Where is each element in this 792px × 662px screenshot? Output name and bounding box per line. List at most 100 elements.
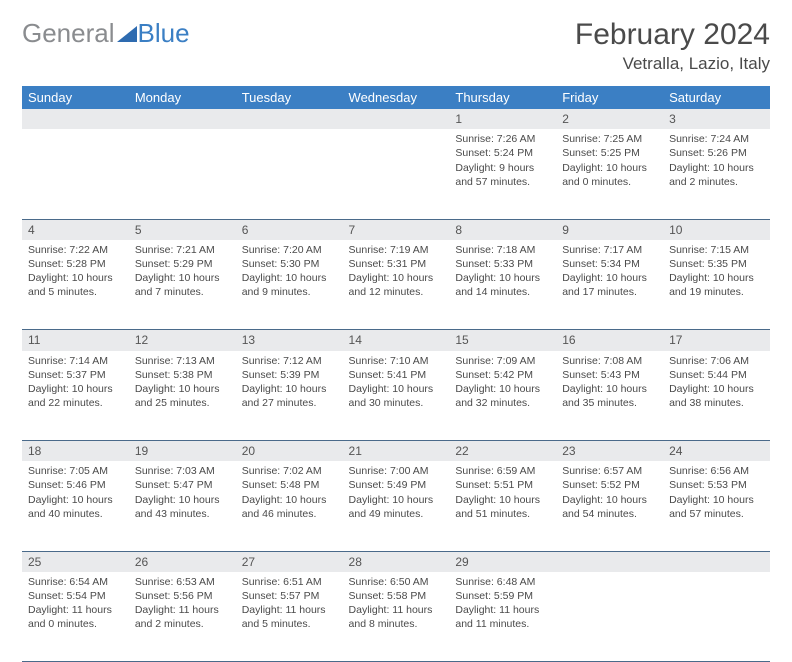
daylight-text: Daylight: 10 hours and 22 minutes.	[28, 382, 123, 410]
daylight-text: Daylight: 10 hours and 38 minutes.	[669, 382, 764, 410]
sunset-text: Sunset: 5:41 PM	[349, 368, 444, 382]
sunset-text: Sunset: 5:54 PM	[28, 589, 123, 603]
sunset-text: Sunset: 5:25 PM	[562, 146, 657, 160]
day-content-cell: Sunrise: 7:03 AMSunset: 5:47 PMDaylight:…	[129, 461, 236, 551]
daylight-text: Daylight: 10 hours and 46 minutes.	[242, 493, 337, 521]
daylight-text: Daylight: 10 hours and 35 minutes.	[562, 382, 657, 410]
day-content-cell: Sunrise: 7:00 AMSunset: 5:49 PMDaylight:…	[343, 461, 450, 551]
day-content-cell: Sunrise: 6:59 AMSunset: 5:51 PMDaylight:…	[449, 461, 556, 551]
sunrise-text: Sunrise: 7:17 AM	[562, 243, 657, 257]
weekday-header: Saturday	[663, 86, 770, 109]
day-content-cell	[343, 129, 450, 219]
day-number-cell	[22, 109, 129, 129]
sunrise-text: Sunrise: 7:08 AM	[562, 354, 657, 368]
sunset-text: Sunset: 5:29 PM	[135, 257, 230, 271]
sunset-text: Sunset: 5:24 PM	[455, 146, 550, 160]
sunrise-text: Sunrise: 7:20 AM	[242, 243, 337, 257]
day-content-cell: Sunrise: 6:48 AMSunset: 5:59 PMDaylight:…	[449, 572, 556, 662]
day-content-cell: Sunrise: 7:06 AMSunset: 5:44 PMDaylight:…	[663, 351, 770, 441]
sunset-text: Sunset: 5:57 PM	[242, 589, 337, 603]
sunset-text: Sunset: 5:58 PM	[349, 589, 444, 603]
sunrise-text: Sunrise: 6:59 AM	[455, 464, 550, 478]
day-number-cell: 13	[236, 330, 343, 351]
daylight-text: Daylight: 10 hours and 0 minutes.	[562, 161, 657, 189]
day-number-cell	[129, 109, 236, 129]
day-content-cell: Sunrise: 7:17 AMSunset: 5:34 PMDaylight:…	[556, 240, 663, 330]
sunrise-text: Sunrise: 7:06 AM	[669, 354, 764, 368]
sunrise-text: Sunrise: 7:24 AM	[669, 132, 764, 146]
day-number-row: 45678910	[22, 219, 770, 240]
daylight-text: Daylight: 10 hours and 43 minutes.	[135, 493, 230, 521]
day-content-cell	[22, 129, 129, 219]
day-number-cell: 24	[663, 441, 770, 462]
day-number-cell: 17	[663, 330, 770, 351]
day-content-cell: Sunrise: 7:22 AMSunset: 5:28 PMDaylight:…	[22, 240, 129, 330]
day-number-cell: 26	[129, 551, 236, 572]
daylight-text: Daylight: 10 hours and 14 minutes.	[455, 271, 550, 299]
day-number-cell: 28	[343, 551, 450, 572]
sunset-text: Sunset: 5:34 PM	[562, 257, 657, 271]
logo: General Blue	[22, 18, 190, 49]
daylight-text: Daylight: 10 hours and 40 minutes.	[28, 493, 123, 521]
day-number-row: 11121314151617	[22, 330, 770, 351]
day-number-cell: 2	[556, 109, 663, 129]
daylight-text: Daylight: 11 hours and 8 minutes.	[349, 603, 444, 631]
sunset-text: Sunset: 5:26 PM	[669, 146, 764, 160]
location: Vetralla, Lazio, Italy	[575, 54, 770, 74]
sunrise-text: Sunrise: 7:09 AM	[455, 354, 550, 368]
day-number-cell	[343, 109, 450, 129]
day-content-row: Sunrise: 7:22 AMSunset: 5:28 PMDaylight:…	[22, 240, 770, 330]
day-content-cell: Sunrise: 7:20 AMSunset: 5:30 PMDaylight:…	[236, 240, 343, 330]
sunrise-text: Sunrise: 7:05 AM	[28, 464, 123, 478]
daylight-text: Daylight: 10 hours and 27 minutes.	[242, 382, 337, 410]
sunrise-text: Sunrise: 7:19 AM	[349, 243, 444, 257]
day-content-cell	[129, 129, 236, 219]
sunrise-text: Sunrise: 7:18 AM	[455, 243, 550, 257]
sunrise-text: Sunrise: 7:13 AM	[135, 354, 230, 368]
weekday-header: Monday	[129, 86, 236, 109]
sunrise-text: Sunrise: 7:25 AM	[562, 132, 657, 146]
day-content-cell: Sunrise: 6:54 AMSunset: 5:54 PMDaylight:…	[22, 572, 129, 662]
day-content-cell: Sunrise: 7:18 AMSunset: 5:33 PMDaylight:…	[449, 240, 556, 330]
sunrise-text: Sunrise: 6:53 AM	[135, 575, 230, 589]
weekday-header-row: Sunday Monday Tuesday Wednesday Thursday…	[22, 86, 770, 109]
day-number-cell: 1	[449, 109, 556, 129]
sunrise-text: Sunrise: 7:21 AM	[135, 243, 230, 257]
day-content-cell	[663, 572, 770, 662]
daylight-text: Daylight: 10 hours and 7 minutes.	[135, 271, 230, 299]
sunset-text: Sunset: 5:33 PM	[455, 257, 550, 271]
day-content-cell: Sunrise: 6:50 AMSunset: 5:58 PMDaylight:…	[343, 572, 450, 662]
sunset-text: Sunset: 5:56 PM	[135, 589, 230, 603]
day-content-row: Sunrise: 6:54 AMSunset: 5:54 PMDaylight:…	[22, 572, 770, 662]
daylight-text: Daylight: 10 hours and 25 minutes.	[135, 382, 230, 410]
day-number-cell: 15	[449, 330, 556, 351]
header: General Blue February 2024 Vetralla, Laz…	[22, 18, 770, 74]
logo-text-general: General	[22, 18, 115, 49]
day-content-cell: Sunrise: 6:57 AMSunset: 5:52 PMDaylight:…	[556, 461, 663, 551]
daylight-text: Daylight: 11 hours and 0 minutes.	[28, 603, 123, 631]
sunrise-text: Sunrise: 7:02 AM	[242, 464, 337, 478]
sunrise-text: Sunrise: 7:03 AM	[135, 464, 230, 478]
month-title: February 2024	[575, 18, 770, 52]
sunset-text: Sunset: 5:51 PM	[455, 478, 550, 492]
day-content-cell: Sunrise: 7:26 AMSunset: 5:24 PMDaylight:…	[449, 129, 556, 219]
day-number-cell: 10	[663, 219, 770, 240]
day-number-cell: 27	[236, 551, 343, 572]
day-number-cell: 29	[449, 551, 556, 572]
sunrise-text: Sunrise: 6:57 AM	[562, 464, 657, 478]
calendar-table: Sunday Monday Tuesday Wednesday Thursday…	[22, 86, 770, 662]
day-content-cell	[556, 572, 663, 662]
day-content-cell: Sunrise: 7:21 AMSunset: 5:29 PMDaylight:…	[129, 240, 236, 330]
day-number-cell	[556, 551, 663, 572]
weekday-header: Wednesday	[343, 86, 450, 109]
day-number-cell: 4	[22, 219, 129, 240]
day-content-cell: Sunrise: 7:12 AMSunset: 5:39 PMDaylight:…	[236, 351, 343, 441]
day-number-cell: 9	[556, 219, 663, 240]
day-number-row: 18192021222324	[22, 441, 770, 462]
day-number-cell: 22	[449, 441, 556, 462]
sunrise-text: Sunrise: 7:26 AM	[455, 132, 550, 146]
day-number-cell: 7	[343, 219, 450, 240]
sunrise-text: Sunrise: 6:50 AM	[349, 575, 444, 589]
sunset-text: Sunset: 5:59 PM	[455, 589, 550, 603]
daylight-text: Daylight: 10 hours and 32 minutes.	[455, 382, 550, 410]
